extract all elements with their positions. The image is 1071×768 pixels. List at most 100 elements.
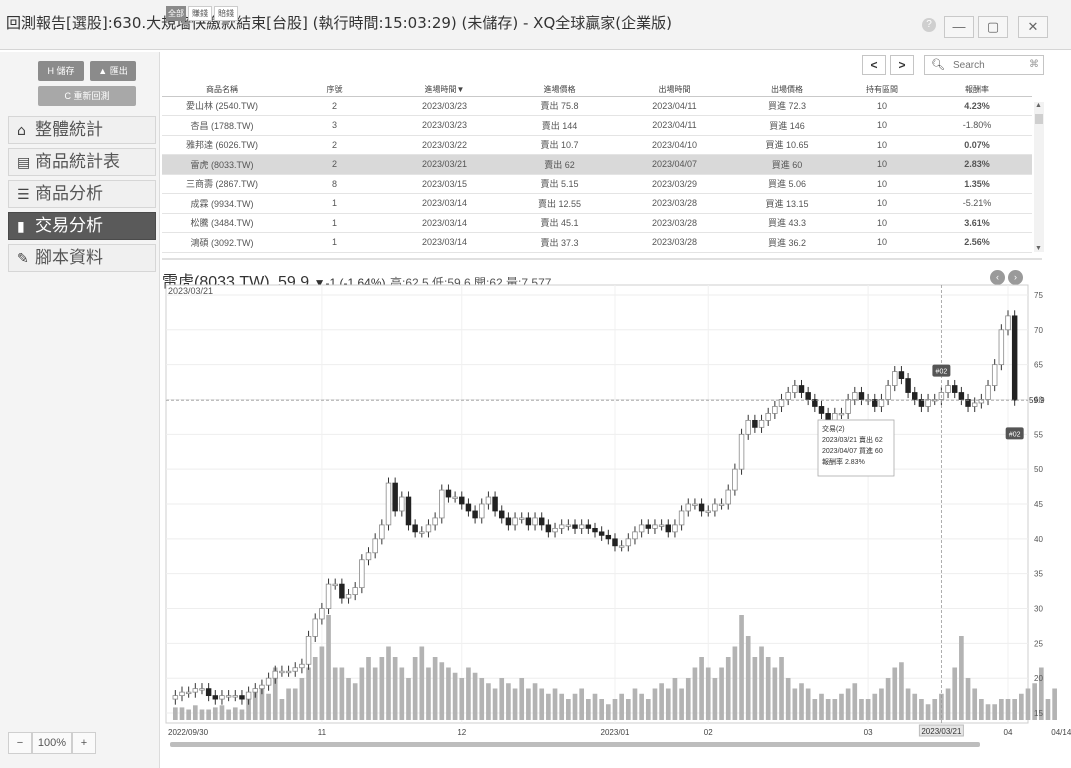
candle (572, 524, 578, 529)
table-cell-entry-price: 賣出 5.15 (502, 174, 617, 194)
table-cell-name: 三商壽 (2867.TW) (162, 174, 282, 194)
table-cell-ret: 1.35% (922, 174, 1032, 194)
minimize-button[interactable]: — (944, 16, 974, 38)
x-tick-label: 2022/09/30 (168, 728, 209, 737)
volume-bar (759, 646, 764, 720)
volume-bar (799, 683, 804, 720)
table-row[interactable]: 杏昌 (1788.TW) 3 2023/03/23 賣出 144 2023/04/11 買… (162, 115, 1032, 136)
scrollbar-thumb[interactable] (1035, 114, 1043, 124)
table-row[interactable]: 愛山林 (2540.TW) 2 2023/03/23 賣出 75.8 2023/04/1… (162, 96, 1032, 116)
prev-page-button[interactable]: < (862, 55, 886, 75)
document-icon: ▤ (17, 155, 31, 171)
table-row[interactable]: 三商壽 (2867.TW) 8 2023/03/15 賣出 5.15 2023/03/2… (162, 174, 1032, 194)
sidebar-item-product-stats-table[interactable]: ▤ 商品統計表 (8, 148, 156, 176)
volume-bar (466, 667, 471, 720)
candle (678, 510, 685, 526)
candle (798, 385, 805, 393)
table-cell-exit-price: 買進 146 (732, 115, 842, 136)
table-cell-ret: -1.80% (922, 115, 1032, 136)
rerun-backtest-button[interactable]: C 重新回測 (38, 86, 136, 106)
volume-bar (612, 699, 618, 720)
horizontal-scrollbar[interactable] (170, 742, 980, 747)
scroll-down-icon[interactable]: ▼ (1035, 245, 1042, 252)
export-button[interactable]: ▲ 匯出 (90, 61, 136, 81)
save-button[interactable]: H 儲存 (38, 61, 84, 81)
table-cell-seq: 1 (282, 213, 387, 233)
volume-bar (272, 667, 278, 720)
table-row[interactable]: 雷虎 (8033.TW) 2 2023/03/21 賣出 62 2023/04/07 買進… (162, 154, 1032, 175)
candle (752, 419, 758, 428)
table-row[interactable]: 成霖 (9934.TW) 1 2023/03/14 賣出 12.55 2023/03/2… (162, 193, 1032, 214)
volume-bar (625, 699, 631, 720)
candle (345, 594, 352, 599)
volume-bar (332, 667, 338, 720)
table-row[interactable]: 鴻碩 (3092.TW) 1 2023/03/14 賣出 37.3 2023/03/28… (162, 232, 1032, 253)
zoom-out-button[interactable]: − (8, 732, 32, 754)
volume-bar (379, 657, 385, 720)
sidebar-item-script-data[interactable]: ✎ 腳本資料 (8, 244, 156, 272)
y-tick-label: 30 (1034, 605, 1043, 614)
filter-all-button[interactable]: 全部 (166, 6, 186, 21)
col-product-name[interactable]: 商品名稱 (162, 84, 282, 97)
table-cell-ret: 2.83% (922, 154, 1032, 175)
next-page-button[interactable]: > (890, 55, 914, 75)
volume-bar (292, 688, 298, 720)
sidebar-item-overall-stats[interactable]: ⌂ 整體統計 (8, 116, 156, 144)
volume-bar (825, 699, 831, 720)
candle (359, 559, 365, 589)
col-hold-period[interactable]: 持有區間 (842, 84, 922, 97)
volume-bar (985, 704, 991, 720)
volume-bar (352, 683, 358, 720)
crosshair-date-box (918, 724, 964, 737)
volume-bar (512, 688, 518, 720)
volume-bar (539, 688, 545, 720)
volume-bar (692, 667, 698, 720)
table-cell-entry-time: 2023/03/15 (387, 174, 502, 194)
volume-bar (346, 678, 351, 720)
zoom-in-button[interactable]: + (72, 732, 96, 754)
close-button[interactable]: ✕ (1018, 16, 1048, 38)
y-tick-label: 15 (1034, 709, 1043, 718)
volume-bar (392, 657, 398, 720)
table-cell-seq: 1 (282, 232, 387, 253)
candle (412, 524, 418, 533)
search-box[interactable]: 🔍︎ ⌘ (924, 55, 1044, 75)
maximize-button[interactable]: ▢ (978, 16, 1008, 38)
scroll-up-icon[interactable]: ▲ (1035, 102, 1042, 109)
filter-profit-button[interactable]: 賺錢 (188, 6, 212, 21)
volume-bar (959, 636, 964, 720)
col-return[interactable]: 報酬率 (922, 84, 1032, 97)
y-tick-label: 65 (1034, 361, 1043, 370)
volume-bar (486, 683, 491, 720)
col-exit-price[interactable]: 出場價格 (732, 84, 842, 97)
chart-next-icon[interactable]: › (1008, 270, 1023, 285)
volume-bar (725, 657, 731, 720)
table-row[interactable]: 雅邦達 (6026.TW) 2 2023/03/22 賣出 10.7 2023/04/1… (162, 135, 1032, 155)
candle (219, 695, 225, 700)
col-entry-time[interactable]: 進場時間▼ (387, 84, 502, 97)
chart-prev-icon[interactable]: ‹ (990, 270, 1005, 285)
candle (399, 496, 405, 512)
col-seq[interactable]: 序號 (282, 84, 387, 97)
pane-splitter[interactable] (162, 258, 1042, 260)
volume-bar (186, 709, 191, 720)
volume-bar (1045, 699, 1051, 720)
table-cell-name: 成霖 (9934.TW) (162, 193, 282, 214)
col-exit-time[interactable]: 出場時間 (617, 84, 732, 97)
sidebar-item-label: 商品統計表 (35, 152, 120, 172)
table-cell-ret: 0.07% (922, 135, 1032, 155)
sidebar-item-product-analysis[interactable]: ☰ 商品分析 (8, 180, 156, 208)
candle (958, 392, 965, 400)
candle (638, 524, 645, 533)
clear-search-icon[interactable]: ⌘ (1029, 59, 1039, 70)
search-input[interactable] (951, 57, 1021, 73)
sidebar-item-trade-analysis[interactable]: ▮ 交易分析 (8, 212, 156, 240)
col-entry-price[interactable]: 進場價格 (502, 84, 617, 97)
table-scrollbar[interactable]: ▲ ▼ (1034, 102, 1044, 252)
help-icon[interactable]: ? (922, 18, 936, 32)
table-row[interactable]: 松騰 (3484.TW) 1 2023/03/14 賣出 45.1 2023/03/28… (162, 213, 1032, 233)
candle (585, 524, 592, 529)
filter-loss-button[interactable]: 賠錢 (214, 6, 238, 21)
volume-bar (479, 678, 485, 720)
candle (192, 688, 199, 693)
